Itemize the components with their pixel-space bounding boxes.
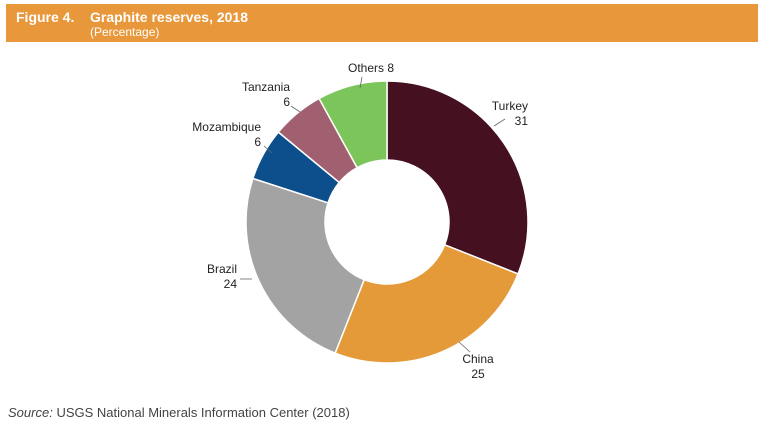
figure-title: Graphite reserves, 2018 <box>90 9 248 25</box>
slice-others <box>318 80 388 169</box>
label-others: Others 8 <box>348 61 394 75</box>
value-tanzania: 6 <box>283 95 290 109</box>
figure-number: Figure 4. <box>16 9 75 25</box>
leader-line-others <box>359 76 363 89</box>
figure-header: Figure 4. Graphite reserves, 2018 (Perce… <box>6 4 758 42</box>
value-turkey: 31 <box>515 114 529 128</box>
label-tanzania: Tanzania <box>242 80 290 94</box>
leader-line-mozambique <box>263 145 273 154</box>
label-brazil: Brazil <box>207 262 237 276</box>
leader-line-turkey <box>493 118 506 127</box>
leader-line-tanzania <box>290 105 301 113</box>
source-text: USGS National Minerals Information Cente… <box>56 405 350 420</box>
slice-china <box>334 243 520 364</box>
source-note: Source: USGS National Minerals Informati… <box>8 405 350 420</box>
leader-line-china <box>458 341 471 353</box>
slice-turkey <box>386 80 529 275</box>
value-brazil: 24 <box>224 277 238 291</box>
value-mozambique: 6 <box>254 135 261 149</box>
slice-brazil <box>245 177 366 355</box>
source-prefix: Source: <box>8 405 53 420</box>
label-mozambique: Mozambique <box>192 120 261 134</box>
value-china: 25 <box>471 367 485 381</box>
label-china: China <box>462 352 494 366</box>
figure-subtitle: (Percentage) <box>90 25 160 39</box>
label-turkey: Turkey <box>492 99 528 113</box>
